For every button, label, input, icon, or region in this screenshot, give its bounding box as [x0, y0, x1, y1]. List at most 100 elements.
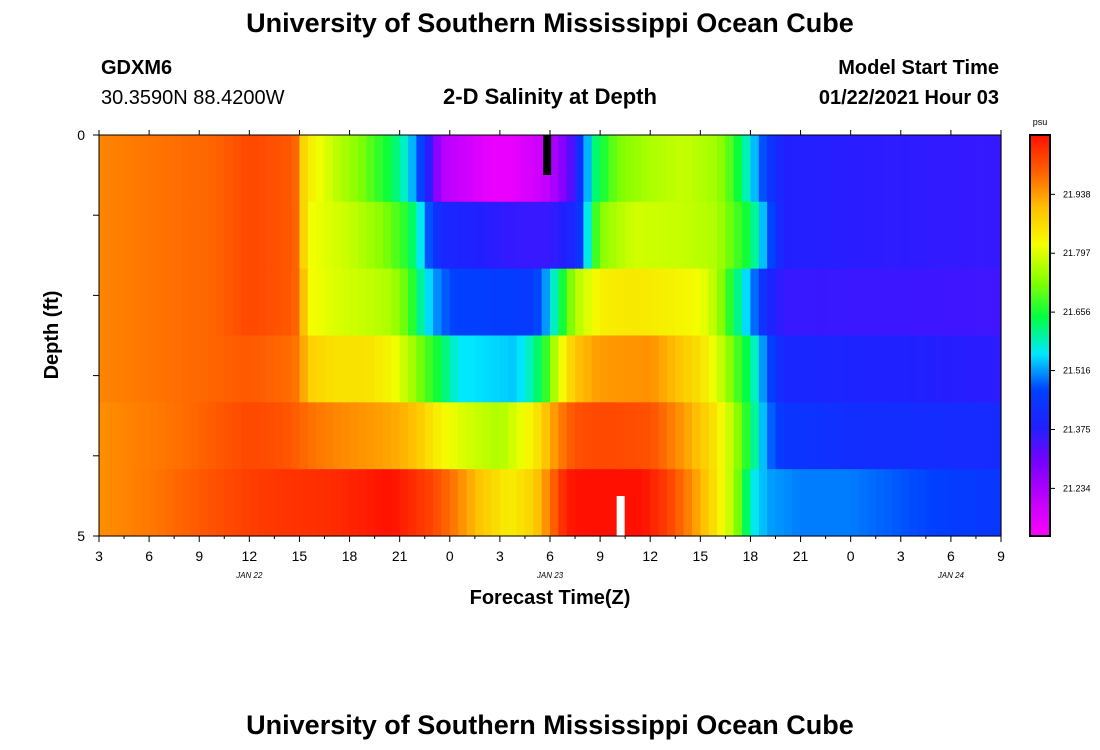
heatmap-cell [307, 335, 317, 403]
heatmap-cell [867, 135, 877, 203]
heatmap-cell [650, 135, 660, 203]
heatmap-cell [817, 469, 827, 537]
heatmap-cell [99, 402, 108, 470]
heatmap-cell [99, 268, 108, 337]
heatmap-cell [892, 335, 902, 403]
heatmap-cell [850, 201, 860, 270]
heatmap-cell [800, 268, 810, 337]
heatmap-cell [324, 402, 334, 470]
heatmap-cell [975, 268, 985, 337]
heatmap-cell [558, 469, 568, 537]
heatmap-cell [683, 469, 693, 537]
heatmap-cell [240, 135, 250, 203]
heatmap-cell [207, 335, 217, 403]
heatmap-cell [733, 268, 743, 337]
heatmap-cell [249, 469, 259, 537]
heatmap-cell [808, 469, 818, 537]
heatmap-cell [783, 335, 793, 403]
heatmap-cell [767, 469, 777, 537]
heatmap-cell [508, 268, 518, 337]
heatmap-cell [775, 402, 785, 470]
heatmap-cell [215, 402, 225, 470]
y-tick-label: 5 [77, 528, 85, 544]
heatmap-cell [524, 335, 534, 403]
heatmap-cell [416, 402, 426, 470]
heatmap-cell [257, 268, 267, 337]
heatmap-cell [99, 201, 108, 270]
heatmap-cell [600, 201, 610, 270]
heatmap-cell [909, 469, 919, 537]
heatmap-cell [232, 335, 242, 403]
heatmap-cell [608, 201, 618, 270]
heatmap-cell [550, 469, 559, 537]
heatmap-cell [892, 268, 902, 337]
heatmap-cell [190, 201, 200, 270]
x-tick-label: 3 [897, 548, 905, 564]
heatmap-cell [316, 135, 326, 203]
heatmap-cell [859, 201, 868, 270]
heatmap-cell [917, 268, 927, 337]
heatmap-cell [474, 335, 484, 403]
heatmap-cell [633, 402, 643, 470]
heatmap-cell [266, 335, 275, 403]
heatmap-cell [249, 268, 259, 337]
heatmap-cell [700, 201, 710, 270]
heatmap-cell [441, 135, 451, 203]
heatmap-cell [449, 402, 459, 470]
heatmap-cell [783, 469, 793, 537]
heatmap-cell [959, 335, 969, 403]
heatmap-cell [641, 135, 651, 203]
heatmap-cell [833, 335, 843, 403]
heatmap-cell [240, 469, 250, 537]
heatmap-cell [257, 402, 267, 470]
heatmap-cell [199, 268, 209, 337]
heatmap-cell [165, 402, 175, 470]
heatmap-cell [433, 268, 443, 337]
heatmap-cell [474, 135, 484, 203]
heatmap-cell [842, 135, 852, 203]
heatmap-cell [441, 335, 451, 403]
heatmap-cell [925, 201, 935, 270]
heatmap-cell [533, 335, 543, 403]
heatmap-cell [875, 135, 885, 203]
heatmap-cell [650, 335, 660, 403]
heatmap-cell [959, 469, 969, 537]
colorbar-label: 21.656 [1063, 307, 1091, 317]
heatmap-cell [742, 469, 752, 537]
heatmap-cell [717, 268, 726, 337]
heatmap-cell [708, 335, 718, 403]
heatmap-cell [474, 469, 484, 537]
heatmap-cell [291, 469, 301, 537]
x-tick-label: 18 [342, 548, 358, 564]
heatmap-cell [99, 335, 108, 403]
heatmap-cell [959, 268, 969, 337]
heatmap-cell [591, 469, 601, 537]
heatmap-cell [742, 135, 752, 203]
heatmap-cell [499, 201, 509, 270]
heatmap-cell [733, 201, 743, 270]
heatmap-cell [650, 402, 660, 470]
heatmap-cell [967, 201, 977, 270]
heatmap-cell [240, 402, 250, 470]
heatmap-cell [274, 335, 284, 403]
x-tick-label: 0 [446, 548, 454, 564]
heatmap-cell [792, 402, 802, 470]
x-date-label: JAN 22 [235, 571, 263, 580]
heatmap-cell [366, 135, 376, 203]
heatmap-cell [717, 469, 726, 537]
heatmap-cell [349, 201, 359, 270]
heatmap-cell [884, 469, 894, 537]
heatmap-cell [349, 469, 359, 537]
heatmap-cell [717, 135, 726, 203]
heatmap-cell [808, 335, 818, 403]
heatmap-cell [349, 268, 359, 337]
heatmap-cell [600, 469, 610, 537]
heatmap-cell [266, 469, 275, 537]
heatmap-cell [349, 402, 359, 470]
heatmap-cell [466, 201, 476, 270]
heatmap-cell [366, 335, 376, 403]
heatmap-cell [700, 135, 710, 203]
heatmap-cell [800, 201, 810, 270]
heatmap-cell [817, 135, 827, 203]
